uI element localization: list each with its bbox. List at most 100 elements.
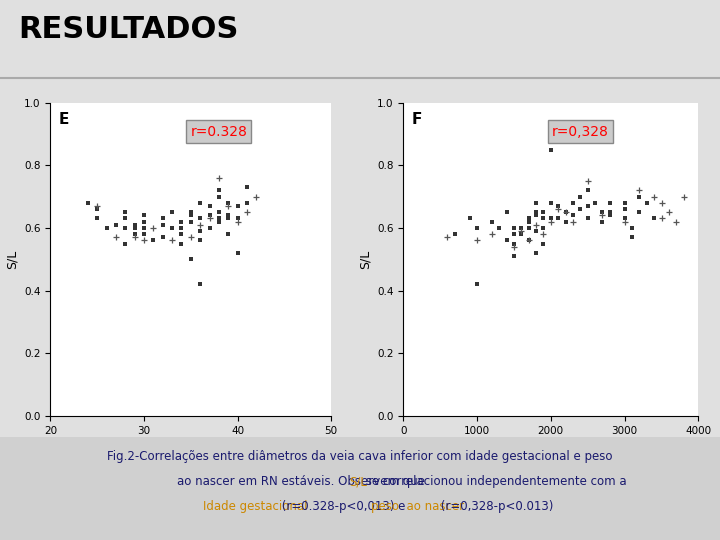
Point bbox=[185, 255, 197, 264]
Point bbox=[649, 192, 660, 201]
Point bbox=[82, 199, 94, 207]
Point bbox=[634, 192, 645, 201]
Point bbox=[204, 224, 215, 232]
Point bbox=[176, 224, 187, 232]
Point bbox=[663, 208, 675, 217]
Point bbox=[530, 220, 541, 229]
Point bbox=[516, 224, 527, 232]
Point bbox=[120, 239, 131, 248]
Point bbox=[619, 217, 631, 226]
Point bbox=[560, 217, 572, 226]
Point bbox=[641, 199, 652, 207]
Point bbox=[508, 239, 520, 248]
Text: (r=0.328-p<0,013) e: (r=0.328-p<0,013) e bbox=[278, 500, 410, 513]
Point bbox=[194, 227, 206, 235]
Point bbox=[538, 230, 549, 239]
Y-axis label: S/L: S/L bbox=[359, 249, 372, 269]
Point bbox=[486, 217, 498, 226]
Point bbox=[213, 186, 225, 194]
Point bbox=[567, 199, 579, 207]
Text: S/L: S/L bbox=[349, 475, 366, 488]
Point bbox=[634, 208, 645, 217]
Point bbox=[567, 211, 579, 220]
Point bbox=[530, 227, 541, 235]
Point bbox=[194, 199, 206, 207]
Point bbox=[523, 214, 534, 223]
Point bbox=[656, 199, 667, 207]
Point bbox=[523, 236, 534, 245]
Point bbox=[552, 201, 564, 210]
Point bbox=[185, 208, 197, 217]
Point bbox=[582, 214, 593, 223]
Point bbox=[472, 236, 483, 245]
Point bbox=[582, 186, 593, 194]
Point bbox=[194, 280, 206, 288]
Point bbox=[91, 201, 103, 210]
Text: Fig.2-Correlações entre diâmetros da veia cava inferior com idade gestacional e : Fig.2-Correlações entre diâmetros da vei… bbox=[107, 450, 613, 463]
Point bbox=[516, 230, 527, 239]
Point bbox=[176, 217, 187, 226]
Point bbox=[120, 224, 131, 232]
X-axis label: GA (weeks): GA (weeks) bbox=[150, 441, 231, 454]
Point bbox=[516, 227, 527, 235]
Point bbox=[166, 208, 178, 217]
Point bbox=[597, 217, 608, 226]
Point bbox=[157, 220, 168, 229]
Text: r=0,328: r=0,328 bbox=[552, 125, 608, 139]
Point bbox=[552, 214, 564, 223]
Point bbox=[129, 233, 140, 241]
Point bbox=[575, 205, 586, 213]
Point bbox=[530, 208, 541, 217]
Point bbox=[194, 214, 206, 223]
Text: ao nascer em RN estáveis. Observem que: ao nascer em RN estáveis. Observem que bbox=[176, 475, 428, 488]
Point bbox=[241, 199, 253, 207]
Text: (r=0,328-p<0.013): (r=0,328-p<0.013) bbox=[437, 500, 554, 513]
Point bbox=[552, 205, 564, 213]
Point bbox=[545, 199, 557, 207]
Point bbox=[590, 199, 601, 207]
X-axis label: BW (g): BW (g) bbox=[527, 441, 575, 454]
Point bbox=[508, 252, 520, 260]
Text: E: E bbox=[59, 112, 69, 127]
Y-axis label: S/L: S/L bbox=[6, 249, 19, 269]
Point bbox=[138, 230, 150, 239]
Point bbox=[493, 224, 505, 232]
Point bbox=[101, 224, 112, 232]
Point bbox=[538, 214, 549, 223]
Point bbox=[619, 205, 631, 213]
Point bbox=[634, 186, 645, 194]
Point bbox=[157, 214, 168, 223]
Point bbox=[185, 217, 197, 226]
Point bbox=[232, 214, 243, 223]
Point bbox=[213, 192, 225, 201]
Point bbox=[530, 248, 541, 257]
Point bbox=[204, 214, 215, 223]
Point bbox=[545, 214, 557, 223]
Point bbox=[604, 211, 616, 220]
Point bbox=[213, 217, 225, 226]
Point bbox=[545, 217, 557, 226]
Point bbox=[185, 211, 197, 220]
Point bbox=[501, 208, 513, 217]
Point bbox=[523, 236, 534, 245]
Point bbox=[204, 211, 215, 220]
Text: Idade gestacional: Idade gestacional bbox=[203, 500, 307, 513]
Point bbox=[110, 220, 122, 229]
Text: r=0.328: r=0.328 bbox=[191, 125, 247, 139]
Point bbox=[464, 214, 475, 223]
Point bbox=[232, 217, 243, 226]
Point bbox=[626, 233, 638, 241]
Point bbox=[222, 201, 234, 210]
Point bbox=[582, 177, 593, 185]
Point bbox=[678, 192, 690, 201]
Point bbox=[157, 233, 168, 241]
Point bbox=[649, 214, 660, 223]
Point bbox=[523, 217, 534, 226]
Point bbox=[472, 224, 483, 232]
Point bbox=[597, 211, 608, 220]
Point bbox=[120, 208, 131, 217]
Point bbox=[204, 201, 215, 210]
Point bbox=[176, 230, 187, 239]
Point bbox=[91, 205, 103, 213]
Point bbox=[523, 224, 534, 232]
